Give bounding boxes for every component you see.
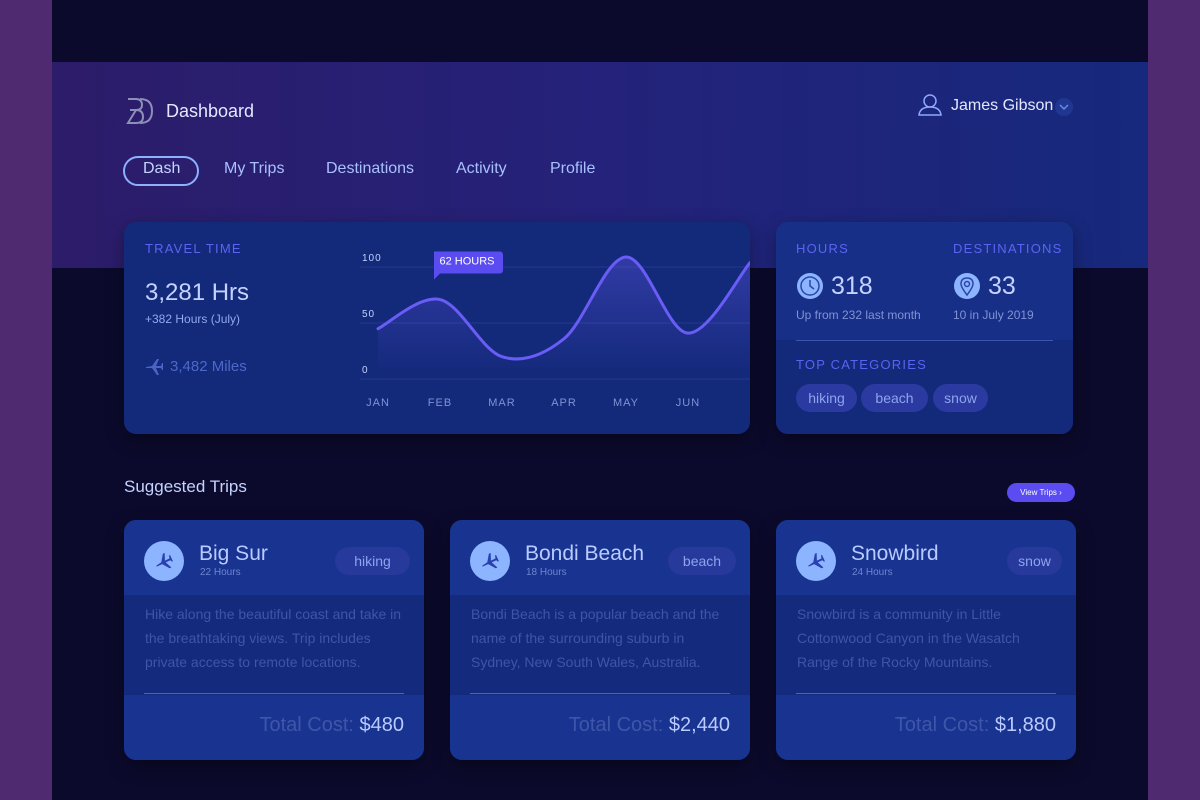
annotation-bubble	[434, 251, 503, 280]
destinations-sub: 10 in July 2019	[953, 308, 1034, 322]
section-title: Suggested Trips	[124, 477, 247, 496]
trip-footer	[450, 695, 750, 760]
logo	[126, 98, 154, 124]
travel-time-value: 3,281 Hrs	[145, 279, 250, 306]
travel-chart: 0 50 100 JAN FEB MAR APR MAY JUN 62 HOURS	[360, 251, 750, 409]
category-tag[interactable]: beach	[861, 384, 928, 412]
trip-footer	[776, 695, 1076, 760]
trip-tag[interactable]: hiking	[335, 547, 410, 575]
trip-cost: Total Cost: $480	[259, 714, 404, 737]
x-tick-label: FEB	[428, 397, 452, 409]
nav-active-pill	[123, 156, 199, 186]
cost-label: Total Cost:	[259, 714, 354, 736]
trip-description: Hike along the beautiful coast and take …	[145, 606, 402, 670]
trip-description: Snowbird is a community in Little Cotton…	[797, 606, 1020, 670]
hours-value: 318	[831, 272, 873, 300]
nav-item[interactable]: My Trips	[224, 160, 285, 177]
plane-icon	[146, 359, 163, 375]
trip-hours: 18 Hours	[526, 567, 567, 578]
divider	[796, 693, 1056, 694]
annotation: 62 HOURS	[439, 256, 494, 268]
trip-icon	[470, 541, 510, 581]
user-icon[interactable]	[917, 93, 943, 117]
y-tick-label: 0	[362, 365, 369, 376]
cost-value: $480	[359, 714, 405, 736]
trip-cost: Total Cost: $1,880	[895, 714, 1056, 737]
app-title: Dashboard	[166, 101, 255, 121]
divider	[144, 693, 404, 694]
cost-value: $2,440	[668, 714, 730, 736]
cost-value: $1,880	[994, 714, 1056, 736]
trip-icon	[796, 541, 836, 581]
stat-label: TOP CATEGORIES	[796, 357, 927, 372]
category-tag[interactable]: snow	[933, 384, 988, 412]
clock-icon	[797, 273, 823, 299]
hours-sub: Up from 232 last month	[796, 308, 921, 322]
view-trips-button[interactable]: View Trips ›	[1007, 483, 1075, 502]
x-tick-label: MAR	[488, 397, 515, 409]
trip-tag[interactable]: snow	[1007, 547, 1062, 575]
trip-cost: Total Cost: $2,440	[569, 714, 730, 737]
trip-card[interactable]: Big Sur 22 Hours hiking Hike along the b…	[124, 520, 424, 760]
y-tick-label: 50	[362, 309, 375, 320]
user-name[interactable]: James Gibson	[951, 97, 1054, 114]
nav-item[interactable]: Destinations	[326, 160, 415, 177]
trip-card[interactable]: Bondi Beach 18 Hours beach Bondi Beach i…	[450, 520, 750, 760]
card-label: TRAVEL TIME	[145, 241, 242, 256]
cost-label: Total Cost:	[568, 714, 664, 736]
y-tick-label: 100	[362, 253, 382, 264]
trip-hours: 22 Hours	[200, 567, 241, 578]
trip-icon	[144, 541, 184, 581]
line-area	[378, 256, 750, 369]
x-tick-label: APR	[551, 397, 577, 409]
travel-time-card: TRAVEL TIME 3,281 Hrs +382 Hours (July) …	[124, 222, 750, 434]
user-dropdown[interactable]	[1054, 97, 1074, 117]
trip-name: Bondi Beach	[525, 542, 645, 565]
destinations-value: 33	[988, 272, 1016, 300]
nav-item[interactable]: Activity	[456, 160, 507, 177]
trip-hours: 24 Hours	[852, 567, 893, 578]
cost-label: Total Cost:	[894, 714, 990, 736]
divider	[796, 340, 1053, 341]
stats-card: HOURS DESTINATIONS 318 33 Up from 232 la…	[776, 222, 1073, 434]
nav-item[interactable]: Dash	[143, 160, 181, 177]
x-tick-label: JUN	[676, 397, 700, 409]
category-tag[interactable]: hiking	[796, 384, 857, 412]
miles: 3,482 Miles	[170, 358, 247, 375]
trip-name: Big Sur	[199, 542, 268, 565]
line-series	[376, 255, 750, 361]
trip-footer	[124, 695, 424, 760]
x-tick-label: MAY	[613, 397, 639, 409]
trip-tag[interactable]: beach	[668, 547, 736, 575]
nav-item[interactable]: Profile	[550, 160, 596, 177]
stat-label: DESTINATIONS	[953, 241, 1063, 256]
x-tick-label: JAN	[366, 397, 390, 409]
divider	[470, 693, 730, 694]
travel-time-sub: +382 Hours (July)	[145, 312, 241, 326]
trip-name: Snowbird	[851, 542, 939, 565]
pin-icon	[954, 273, 980, 299]
trip-card[interactable]: Snowbird 24 Hours snow Snowbird is a com…	[776, 520, 1076, 760]
trip-description: Bondi Beach is a popular beach and the n…	[471, 606, 720, 670]
stat-label: HOURS	[796, 241, 849, 256]
